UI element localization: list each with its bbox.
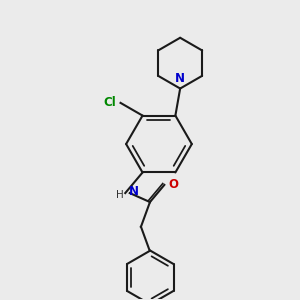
Text: N: N [175, 72, 185, 85]
Text: O: O [168, 178, 178, 191]
Text: N: N [129, 185, 139, 198]
Text: H: H [116, 190, 124, 200]
Text: Cl: Cl [103, 96, 116, 110]
